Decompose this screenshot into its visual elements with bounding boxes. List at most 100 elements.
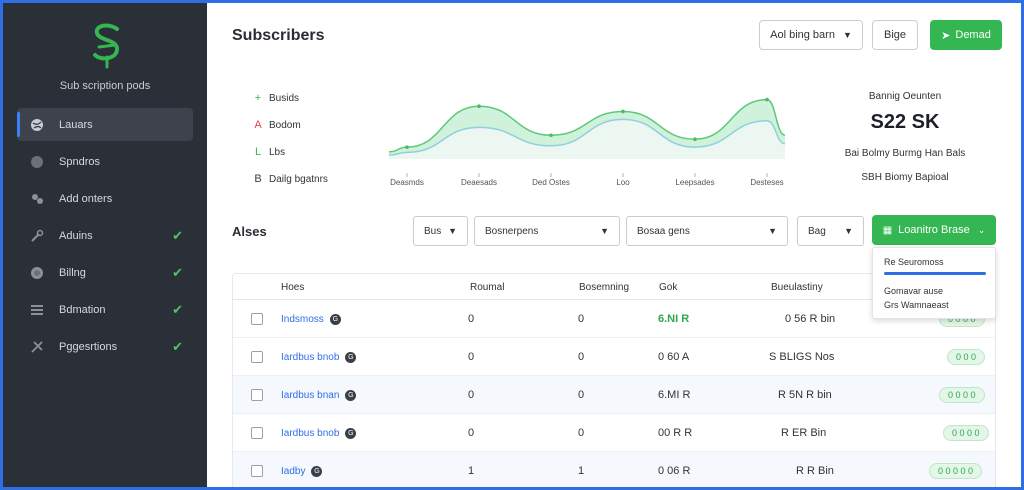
table-row[interactable]: Iardbus bnob G 0 0 0 60 A S BLIGS Nos 0 0… [233, 338, 995, 376]
check-icon: ✔ [172, 301, 183, 317]
table-row[interactable]: Iardbus bnob G 0 0 00 R R R ER Bin 0 0 0 … [233, 414, 995, 452]
menu-item[interactable]: Re Seuromoss [884, 257, 944, 267]
send-icon: ➤ [941, 29, 951, 42]
globe-icon [29, 117, 45, 133]
row-badge-icon: G [345, 389, 357, 401]
row-checkbox[interactable] [251, 313, 263, 325]
action-dropdown-button[interactable]: ▦ Loanitro Brase ⌄ [872, 215, 996, 245]
status-badge: 0 0 0 0 [943, 425, 989, 441]
filter-select-3-value: Bosaa gens [637, 225, 690, 237]
legend-marker: B [254, 173, 262, 185]
menu-item[interactable]: Gomavar ause [884, 286, 944, 296]
row-badge-icon: G [329, 313, 341, 325]
caret-down-icon: ▼ [448, 226, 457, 236]
bige-button-label: Bige [883, 29, 907, 41]
filter-select-2[interactable]: Bosnerpens ▼ [474, 216, 620, 246]
caret-down-icon: ▼ [844, 226, 853, 236]
sidebar-item-lauars[interactable]: Lauars [17, 108, 193, 141]
stat-value: S22 SK [870, 111, 940, 133]
menu-item[interactable]: Grs Wamnaeast [884, 300, 949, 310]
row-cell: 00 R R [658, 427, 693, 439]
data-point[interactable] [477, 104, 481, 108]
column-header[interactable]: Bosemning [579, 281, 630, 293]
legend-item: L Lbs [251, 145, 328, 159]
sidebar-item-bdmation[interactable]: Bdmation ✔ [17, 293, 193, 326]
sidebar-item-spndros[interactable]: Spndros [17, 145, 193, 178]
column-header[interactable]: Roumal [470, 281, 505, 293]
row-name-link[interactable]: Iardbus bnob [281, 427, 340, 439]
check-icon: ✔ [172, 264, 183, 280]
sidebar-item-pggesrtions[interactable]: Pggesrtions ✔ [17, 330, 193, 363]
row-checkbox[interactable] [251, 427, 263, 439]
filter-select-4-value: Bag [808, 225, 826, 237]
data-point[interactable] [549, 133, 553, 138]
row-cell: S BLIGS Nos [769, 351, 835, 363]
row-cell: 0 [578, 351, 585, 363]
filter-select-1[interactable]: Bus ▼ [413, 216, 468, 246]
data-point[interactable] [405, 145, 409, 149]
stat-sub-1: Bai Bolmy Burmg Han Bals [844, 148, 966, 159]
row-name-link[interactable]: Iadby [281, 465, 306, 477]
s-logo-icon[interactable] [89, 21, 125, 69]
x-tick-label: Leepsades [675, 178, 714, 187]
row-cell: 0 06 R [658, 465, 691, 477]
row-badge-icon: G [311, 465, 323, 477]
row-cell: 0 [578, 313, 585, 325]
sidebar-item-label: Lauars [59, 118, 93, 131]
sidebar-item-label: Pggesrtions [59, 340, 118, 353]
view-dropdown-button[interactable]: Aol bing barn ▼ [759, 20, 863, 50]
filter-select-4[interactable]: Bag ▼ [797, 216, 864, 246]
sidebar-item-add-onters[interactable]: Add onters [17, 182, 193, 215]
bige-button[interactable]: Bige [872, 20, 918, 50]
row-cell: 0 [468, 351, 475, 363]
row-cell: R ER Bin [781, 427, 827, 439]
row-checkbox[interactable] [251, 465, 263, 477]
chevron-down-icon: ⌄ [977, 224, 986, 235]
row-checkbox[interactable] [251, 389, 263, 401]
row-checkbox[interactable] [251, 351, 263, 363]
series-line-upper [389, 98, 785, 153]
caret-down-icon: ▼ [768, 226, 777, 236]
row-cell: 0 [578, 427, 585, 439]
legend-marker: A [254, 119, 262, 131]
row-cell: 0 56 R bin [785, 313, 836, 325]
data-point[interactable] [693, 137, 697, 141]
brand-name: Sub scription pods [59, 80, 151, 92]
row-cell: 1 [578, 465, 585, 477]
check-icon: ✔ [172, 338, 183, 354]
row-cell: 0 [578, 389, 585, 401]
row-name-link[interactable]: Iardbus bnob [281, 351, 340, 363]
action-dropdown-menu: Re Seuromoss Gomavar ause Grs Wamnaeast [872, 247, 996, 319]
wrench-icon [29, 228, 45, 244]
table-row[interactable]: Iardbus bnan G 0 0 6.MI R R 5N R bin 0 0 … [233, 376, 995, 414]
legend-marker: L [254, 146, 262, 158]
sidebar-item-billng[interactable]: Billng ✔ [17, 256, 193, 289]
series-line-lower [389, 118, 785, 156]
x-tick-label: Deasmds [390, 178, 424, 187]
legend-label: Bodom [269, 119, 301, 131]
sidebar-item-label: Bdmation [59, 303, 106, 316]
legend-label: Busids [269, 92, 300, 104]
sidebar-item-label: Spndros [59, 155, 100, 168]
column-header[interactable]: Gok [659, 281, 678, 293]
table-row[interactable]: Iadby G 1 1 0 06 R R R Bin 0 0 0 0 0 [233, 452, 995, 487]
demad-button[interactable]: ➤ Demad [930, 20, 1002, 50]
x-tick-label: Desteses [750, 178, 783, 187]
column-header[interactable]: Hoes [281, 281, 305, 293]
sidebar-item-label: Aduins [59, 229, 93, 242]
data-point[interactable] [621, 109, 625, 114]
check-icon: ✔ [172, 227, 183, 243]
data-point[interactable] [765, 97, 769, 102]
sidebar-item-label: Billng [59, 266, 86, 279]
sidebar-item-aduins[interactable]: Aduins ✔ [17, 219, 193, 252]
row-badge-icon: G [345, 351, 357, 363]
column-header[interactable]: Bueulastiny [771, 281, 823, 293]
caret-down-icon: ▼ [600, 226, 609, 236]
filter-select-3[interactable]: Bosaa gens ▼ [626, 216, 788, 246]
chart-legend: + Busids A Bodom L Lbs B Dailg bgatnrs [251, 91, 328, 199]
row-name-link[interactable]: Indsmoss [281, 313, 324, 325]
stat-label: Bannig Oeunten [868, 91, 942, 102]
row-name-link[interactable]: Iardbus bnan [281, 389, 340, 401]
row-cell: R R Bin [796, 465, 834, 477]
grid-icon: ▦ [882, 224, 893, 236]
